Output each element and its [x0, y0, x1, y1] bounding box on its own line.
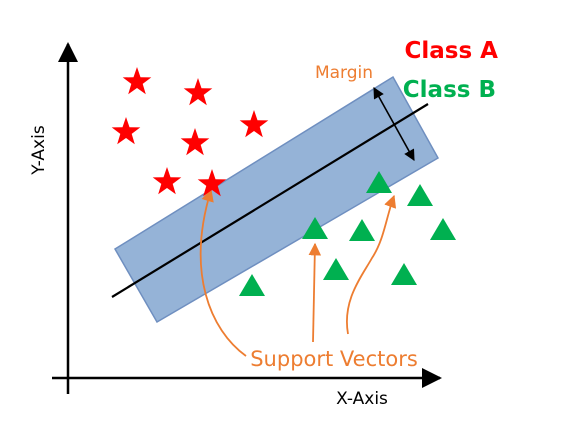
margin-band [113, 75, 440, 324]
star-icon [183, 78, 213, 106]
margin-arrow [373, 87, 415, 161]
triangle-icon [302, 217, 328, 239]
y-axis-label: Y-Axis [29, 125, 49, 176]
star-icon [122, 67, 152, 95]
star-icon [239, 110, 269, 138]
support-vector-arrow-star [199, 188, 247, 357]
star-icon [197, 169, 227, 197]
class-b-points [239, 171, 456, 296]
class-b-legend: Class B [403, 77, 496, 103]
class-a-points [111, 67, 269, 197]
support-vector-arrow-triangle-left [308, 242, 322, 343]
triangle-icon [391, 263, 417, 285]
star-icon [180, 128, 210, 156]
support-vector-arrow-triangle-right [346, 194, 397, 335]
x-axis-label: X-Axis [336, 389, 388, 409]
decision-boundary [111, 103, 429, 298]
star-icon [152, 167, 182, 195]
triangle-icon [349, 219, 375, 241]
triangle-icon [323, 258, 349, 280]
star-icon [111, 117, 141, 145]
triangle-icon [239, 274, 265, 296]
triangle-icon [430, 218, 456, 240]
class-a-legend: Class A [405, 38, 499, 64]
triangle-icon [366, 171, 392, 193]
triangle-icon [407, 184, 433, 206]
margin-label: Margin [315, 63, 373, 83]
support-vectors-label: Support Vectors [250, 347, 418, 371]
